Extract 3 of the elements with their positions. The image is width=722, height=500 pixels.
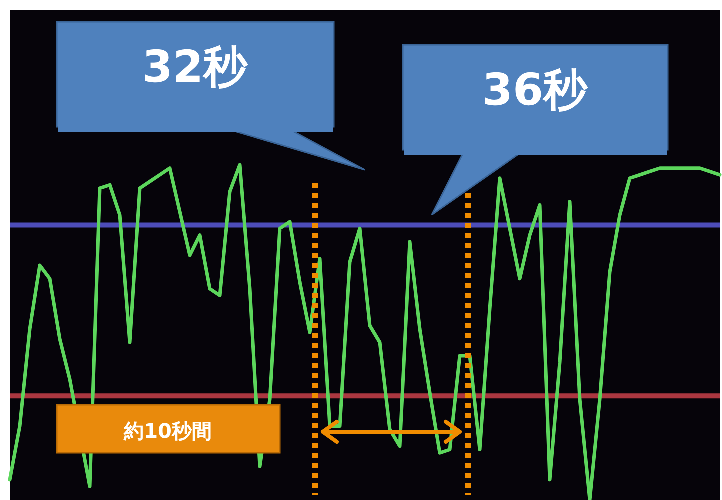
text: 36秒 [482,65,589,116]
annotation: 約10秒間 [123,419,212,443]
text: 32秒 [142,42,249,93]
